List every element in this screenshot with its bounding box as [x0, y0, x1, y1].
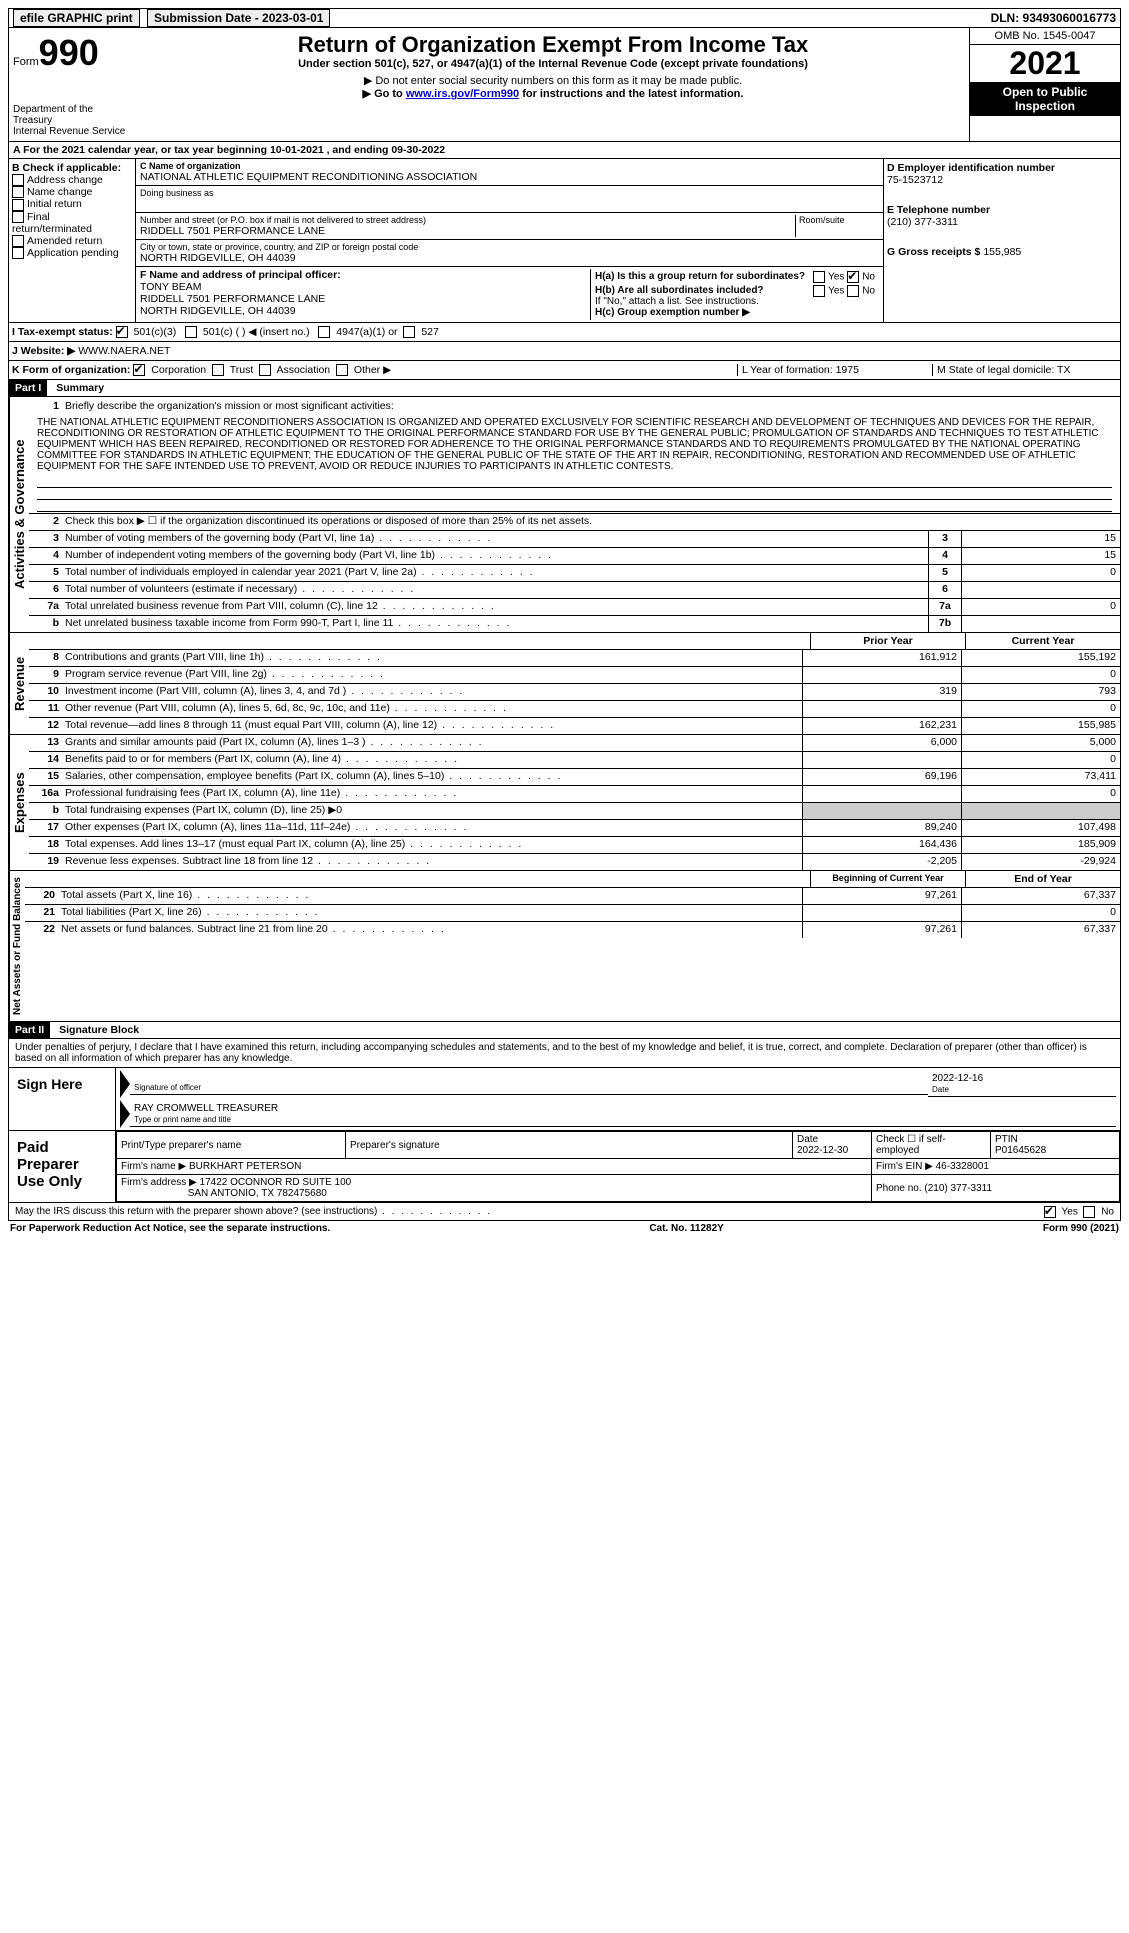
gross-receipts: 155,985: [983, 246, 1021, 258]
revenue-block: Revenue Prior Year Current Year 8 Contri…: [8, 633, 1121, 735]
irs-label: Internal Revenue Service: [13, 126, 133, 137]
side-label-revenue: Revenue: [9, 633, 29, 734]
top-bar: efile GRAPHIC print Submission Date - 20…: [8, 8, 1121, 28]
checkbox-final-return[interactable]: Final return/terminated: [12, 211, 132, 235]
checkbox-4947[interactable]: [318, 326, 330, 338]
efile-print-button[interactable]: efile GRAPHIC print: [13, 9, 140, 27]
firm-phone: (210) 377-3311: [924, 1183, 992, 1194]
side-label-net-assets: Net Assets or Fund Balances: [9, 871, 25, 1021]
discuss-row: May the IRS discuss this return with the…: [9, 1202, 1120, 1220]
dln-label: DLN: 93493060016773: [991, 11, 1116, 25]
line-19: 19 Revenue less expenses. Subtract line …: [29, 853, 1120, 870]
net-assets-block: Net Assets or Fund Balances Beginning of…: [8, 871, 1121, 1022]
arrow-icon: [120, 1100, 130, 1128]
org-city: NORTH RIDGEVILLE, OH 44039: [140, 252, 879, 264]
checkbox-other[interactable]: [336, 364, 348, 376]
line-11: 11 Other revenue (Part VIII, column (A),…: [29, 700, 1120, 717]
checkbox-527[interactable]: [403, 326, 415, 338]
firm-ein: 46-3328001: [936, 1161, 989, 1172]
checkbox-discuss-yes[interactable]: [1044, 1206, 1056, 1218]
form-number: Form990: [13, 32, 133, 74]
dept-label: Department of the Treasury: [13, 104, 133, 126]
line-20: 20 Total assets (Part X, line 16) 97,261…: [25, 887, 1120, 904]
side-label-expenses: Expenses: [9, 735, 29, 870]
line-7a: 7a Total unrelated business revenue from…: [29, 598, 1120, 615]
state-domicile: M State of legal domicile: TX: [932, 364, 1117, 376]
checkbox-name-change[interactable]: Name change: [12, 186, 132, 198]
line-9: 9 Program service revenue (Part VIII, li…: [29, 666, 1120, 683]
row-k-form-of-org: K Form of organization: Corporation Trus…: [8, 361, 1121, 380]
part-1-header: Part I Summary: [8, 380, 1121, 397]
checkbox-application-pending[interactable]: Application pending: [12, 247, 132, 259]
line-21: 21 Total liabilities (Part X, line 26) 0: [25, 904, 1120, 921]
row-a: A For the 2021 calendar year, or tax yea…: [9, 142, 1120, 159]
line-18: 18 Total expenses. Add lines 13–17 (must…: [29, 836, 1120, 853]
signature-block: Under penalties of perjury, I declare th…: [8, 1039, 1121, 1221]
omb-number: OMB No. 1545-0047: [970, 28, 1120, 45]
irs-gov-link[interactable]: www.irs.gov/Form990: [406, 88, 519, 100]
org-address: RIDDELL 7501 PERFORMANCE LANE: [140, 225, 795, 237]
year-formation: L Year of formation: 1975: [737, 364, 932, 376]
line-22: 22 Net assets or fund balances. Subtract…: [25, 921, 1120, 938]
line-4: 4 Number of independent voting members o…: [29, 547, 1120, 564]
goto-note: ▶ Go to www.irs.gov/Form990 for instruct…: [141, 87, 965, 100]
line-17: 17 Other expenses (Part IX, column (A), …: [29, 819, 1120, 836]
section-a-through-m: A For the 2021 calendar year, or tax yea…: [8, 142, 1121, 323]
box-d-e-g: D Employer identification number 75-1523…: [883, 159, 1120, 322]
checkbox-association[interactable]: [259, 364, 271, 376]
form-title: Return of Organization Exempt From Incom…: [141, 32, 965, 58]
signature-date: 2022-12-16: [932, 1073, 1112, 1084]
box-c: C Name of organization NATIONAL ATHLETIC…: [135, 159, 883, 322]
part-2-header: Part II Signature Block: [8, 1022, 1121, 1039]
line-3: 3 Number of voting members of the govern…: [29, 530, 1120, 547]
form-subtitle: Under section 501(c), 527, or 4947(a)(1)…: [141, 58, 965, 70]
line-14: 14 Benefits paid to or for members (Part…: [29, 751, 1120, 768]
submission-date-button[interactable]: Submission Date - 2023-03-01: [147, 9, 330, 27]
ssn-note: ▶ Do not enter social security numbers o…: [141, 74, 965, 87]
arrow-icon: [120, 1070, 130, 1098]
line-6: 6 Total number of volunteers (estimate i…: [29, 581, 1120, 598]
checkbox-initial-return[interactable]: Initial return: [12, 198, 132, 210]
checkbox-trust[interactable]: [212, 364, 224, 376]
telephone: (210) 377-3311: [887, 216, 1117, 228]
line-16a: 16a Professional fundraising fees (Part …: [29, 785, 1120, 802]
line-b: b Total fundraising expenses (Part IX, c…: [29, 802, 1120, 819]
side-label-governance: Activities & Governance: [9, 397, 29, 632]
line-13: 13 Grants and similar amounts paid (Part…: [29, 735, 1120, 751]
sign-here-label: Sign Here: [9, 1068, 116, 1130]
paid-preparer-label: Paid Preparer Use Only: [9, 1131, 116, 1202]
website-value: WWW.NAERA.NET: [78, 345, 170, 357]
perjury-declaration: Under penalties of perjury, I declare th…: [9, 1039, 1120, 1067]
tax-year: 2021: [970, 45, 1120, 82]
org-name: NATIONAL ATHLETIC EQUIPMENT RECONDITIONI…: [140, 171, 879, 183]
row-j-website: J Website: ▶ WWW.NAERA.NET: [8, 342, 1121, 361]
line-12: 12 Total revenue—add lines 8 through 11 …: [29, 717, 1120, 734]
line-10: 10 Investment income (Part VIII, column …: [29, 683, 1120, 700]
ptin-value: P01645628: [995, 1145, 1046, 1156]
checkbox-corporation[interactable]: [133, 364, 145, 376]
ein: 75-1523712: [887, 174, 1117, 186]
checkbox-amended-return[interactable]: Amended return: [12, 235, 132, 247]
officer-name-title: RAY CROMWELL TREASURER: [134, 1103, 1112, 1114]
part-1-body: Activities & Governance 1 Briefly descri…: [8, 397, 1121, 633]
checkbox-501c[interactable]: [185, 326, 197, 338]
row-i-tax-status: I Tax-exempt status: 501(c)(3) 501(c) ( …: [8, 323, 1121, 342]
checkbox-address-change[interactable]: Address change: [12, 174, 132, 186]
line-8: 8 Contributions and grants (Part VIII, l…: [29, 649, 1120, 666]
line-5: 5 Total number of individuals employed i…: [29, 564, 1120, 581]
officer-name: TONY BEAM: [140, 281, 590, 293]
firm-name: BURKHART PETERSON: [189, 1161, 301, 1172]
mission-text: THE NATIONAL ATHLETIC EQUIPMENT RECONDIT…: [29, 413, 1120, 476]
expenses-block: Expenses 13 Grants and similar amounts p…: [8, 735, 1121, 871]
open-inspection: Open to Public Inspection: [970, 82, 1120, 116]
checkbox-501c3[interactable]: [116, 326, 128, 338]
line-b: b Net unrelated business taxable income …: [29, 615, 1120, 632]
preparer-table: Print/Type preparer's name Preparer's si…: [116, 1131, 1120, 1202]
line-15: 15 Salaries, other compensation, employe…: [29, 768, 1120, 785]
form-header: Form990 Department of the Treasury Inter…: [8, 28, 1121, 142]
footer: For Paperwork Reduction Act Notice, see …: [8, 1221, 1121, 1236]
box-b: B Check if applicable: Address change Na…: [9, 159, 135, 322]
checkbox-discuss-no[interactable]: [1083, 1206, 1095, 1218]
